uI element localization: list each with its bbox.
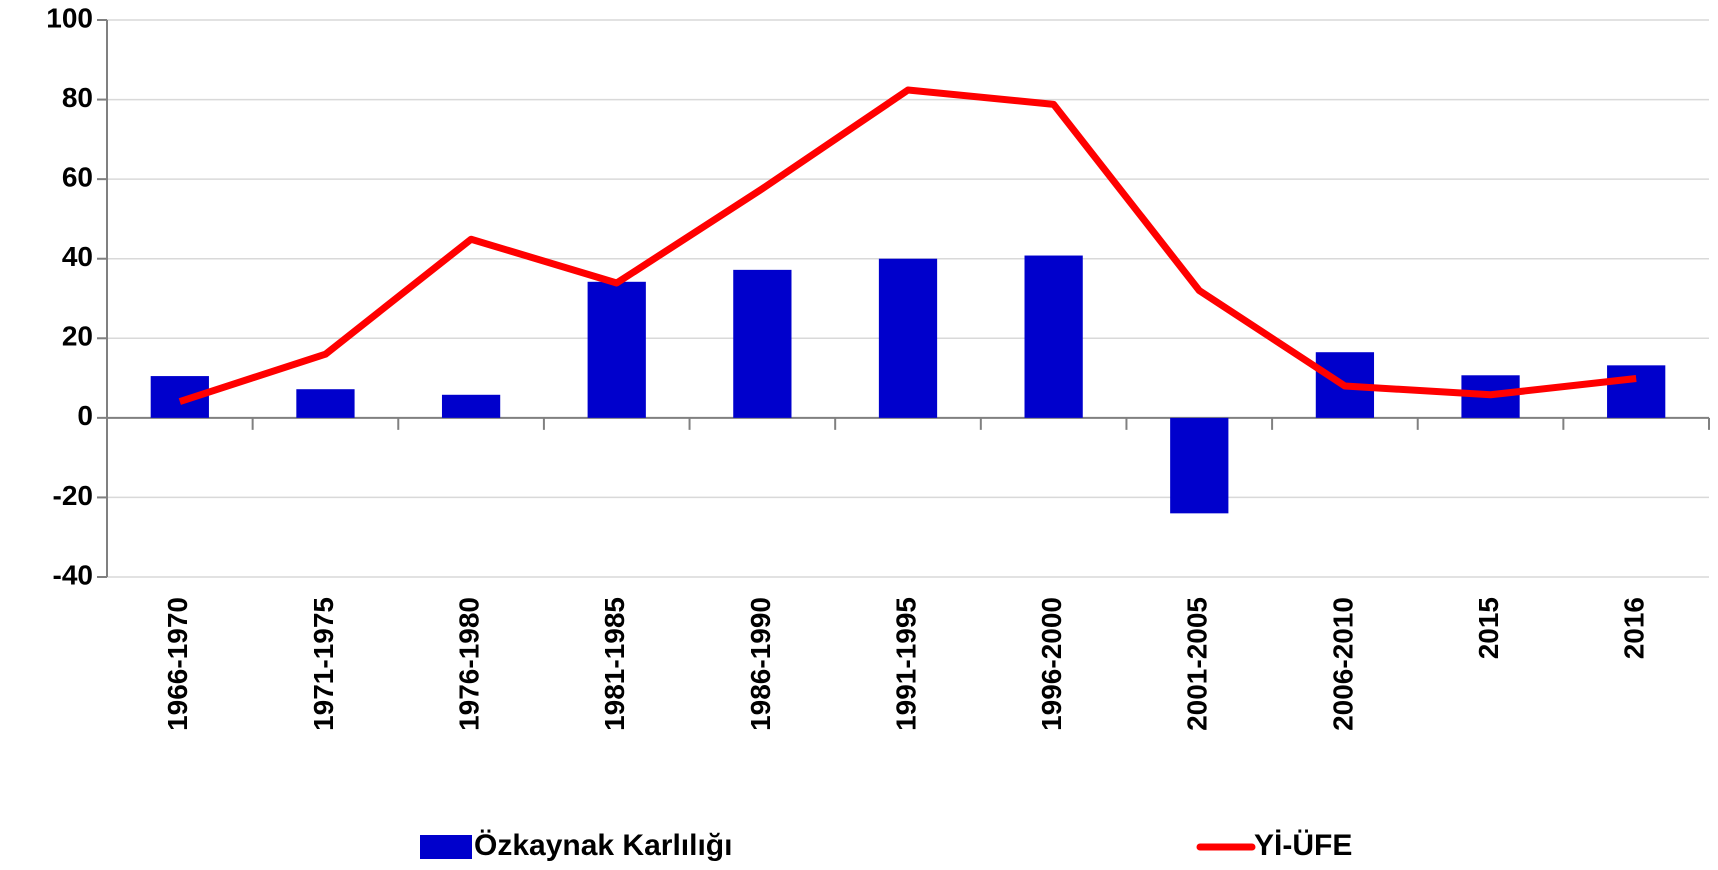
bar	[296, 389, 355, 418]
bar	[441, 394, 501, 418]
bar	[1170, 417, 1229, 514]
x-tick-label: 1971-1975	[308, 597, 339, 731]
y-tick-label: 0	[77, 400, 93, 431]
y-tick-label: -40	[53, 559, 93, 590]
legend-label: Özkaynak Karlılığı	[474, 829, 732, 862]
x-tick-label: 1991-1995	[890, 597, 921, 731]
y-tick-label: 40	[62, 241, 93, 272]
legend-swatch	[420, 835, 472, 859]
x-tick-label: 1981-1985	[599, 597, 630, 731]
x-tick-label: 1966-1970	[162, 597, 193, 731]
bar	[587, 281, 646, 418]
y-tick-label: -20	[53, 480, 93, 511]
bar	[733, 269, 792, 418]
y-tick-label: 20	[62, 321, 93, 352]
line	[178, 86, 1637, 405]
legend-label: Yİ-ÜFE	[1254, 829, 1352, 862]
x-tick-label: 2006-2010	[1327, 597, 1358, 731]
y-tick-label: 100	[46, 2, 93, 33]
x-tick-label: 2016	[1619, 597, 1650, 659]
x-tick-label: 2015	[1473, 597, 1504, 659]
x-tick-label: 1986-1990	[745, 597, 776, 731]
bar	[878, 258, 938, 418]
x-tick-label: 2001-2005	[1182, 597, 1213, 731]
x-tick-label: 1976-1980	[453, 597, 484, 731]
y-tick-label: 60	[62, 162, 93, 193]
x-tick-label: 1996-2000	[1036, 597, 1067, 731]
bar	[1607, 365, 1666, 418]
y-tick-label: 80	[62, 82, 93, 113]
bar	[1024, 255, 1083, 418]
